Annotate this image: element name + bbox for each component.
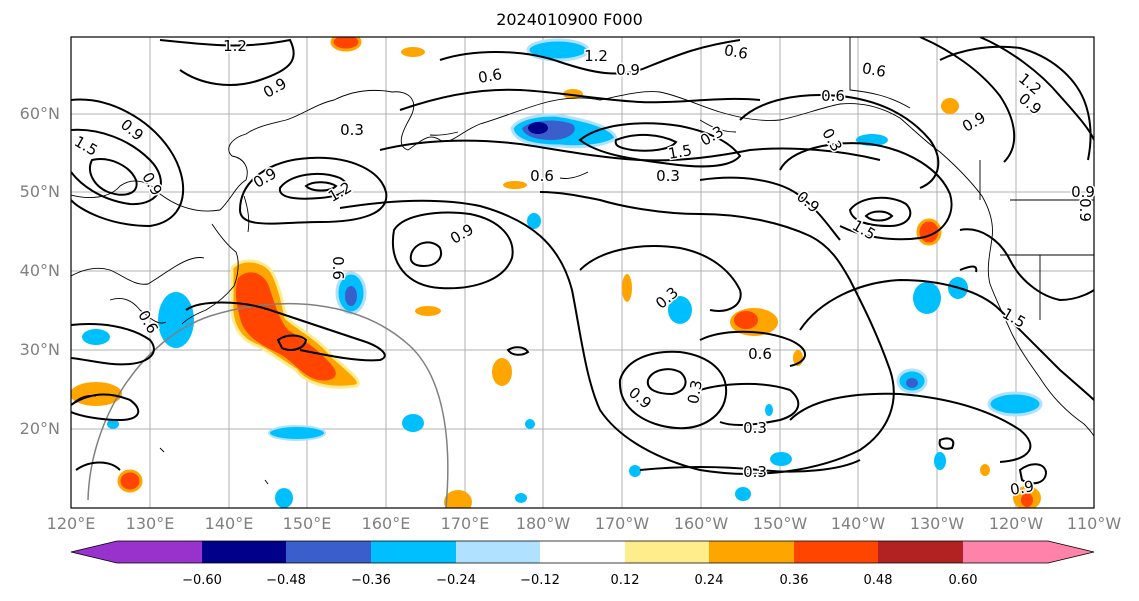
colorbar-swatch bbox=[625, 541, 709, 563]
contour-lines bbox=[71, 37, 1094, 485]
coastlines bbox=[71, 37, 1094, 485]
lat-label: 40°N bbox=[19, 261, 60, 280]
colorbar-swatch bbox=[794, 541, 878, 563]
map-frame bbox=[70, 36, 1095, 509]
map-title: 2024010900 F000 bbox=[496, 10, 643, 29]
lon-label: 170°W bbox=[594, 514, 650, 533]
lon-label: 130°E bbox=[125, 514, 175, 533]
lon-label: 110°W bbox=[1066, 514, 1122, 533]
colorbar-swatch bbox=[371, 541, 456, 563]
contour-label: 0.9 bbox=[447, 220, 477, 248]
colorbar-swatch bbox=[963, 541, 1048, 563]
colorbar-outline bbox=[70, 540, 1095, 564]
colorbar-swatch bbox=[540, 541, 625, 563]
contour-label: 0.6 bbox=[530, 167, 554, 185]
lat-label: 20°N bbox=[19, 419, 60, 438]
lon-label: 160°W bbox=[673, 514, 729, 533]
contour-label: 0.6 bbox=[723, 41, 750, 63]
lon-label: 140°E bbox=[204, 514, 254, 533]
colorbar-swatch bbox=[709, 541, 794, 563]
colorbar-swatch bbox=[117, 541, 202, 563]
colorbar-tick: −0.12 bbox=[520, 573, 560, 588]
colorbar-tick: 0.36 bbox=[779, 573, 809, 588]
colorbar-swatch bbox=[286, 541, 371, 563]
lon-label: 120°E bbox=[46, 514, 96, 533]
lat-label: 30°N bbox=[19, 340, 60, 359]
lon-label: 140°W bbox=[830, 514, 886, 533]
lon-label: 160°E bbox=[361, 514, 411, 533]
colorbar-tick: 0.12 bbox=[610, 573, 640, 588]
contour-label: 1.2 bbox=[223, 37, 247, 55]
contour-label: 1.5 bbox=[999, 304, 1029, 332]
lat-label: 60°N bbox=[19, 104, 60, 123]
colorbar-tick: −0.48 bbox=[266, 573, 306, 588]
contour-label: 0.9 bbox=[1071, 183, 1095, 201]
contour-label: 0.3 bbox=[743, 463, 767, 481]
colorbar-swatch bbox=[202, 541, 286, 563]
contour-label: 0.6 bbox=[748, 345, 772, 363]
colorbar-extend-max bbox=[1048, 541, 1094, 563]
contour-label: 0.3 bbox=[656, 167, 680, 185]
colorbar-tick: −0.60 bbox=[182, 573, 222, 588]
contour-label: 0.9 bbox=[138, 169, 166, 199]
colorbar-tick: 0.48 bbox=[863, 573, 893, 588]
contour-label: 0.6 bbox=[477, 65, 504, 87]
lat-label: 50°N bbox=[19, 182, 60, 201]
contour-label: 1.2 bbox=[584, 47, 608, 65]
contour-label: 1.5 bbox=[667, 141, 694, 163]
colorbar-extend-min bbox=[71, 541, 117, 563]
grey-arc bbox=[87, 303, 449, 508]
contour-label: 0.9 bbox=[250, 164, 280, 192]
contour-label: 0.6 bbox=[821, 87, 845, 105]
contour-label: 0.6 bbox=[861, 59, 888, 81]
contour-label: 0.3 bbox=[340, 121, 364, 139]
contour-label: 0.6 bbox=[329, 256, 347, 280]
contour-label: 0.9 bbox=[1076, 198, 1094, 222]
colorbar-tick: 0.60 bbox=[948, 573, 978, 588]
lon-label: 170°E bbox=[440, 514, 490, 533]
shaded-anomalies bbox=[71, 37, 1043, 508]
contour-label: 0.9 bbox=[616, 61, 640, 79]
contour-label: 0.3 bbox=[743, 419, 767, 437]
contour-label: 0.9 bbox=[959, 108, 989, 136]
colorbar-swatch bbox=[878, 541, 963, 563]
colorbar bbox=[70, 540, 1095, 564]
lon-label: 180°W bbox=[515, 514, 571, 533]
contour-label: 0.3 bbox=[697, 122, 727, 150]
lon-label: 150°W bbox=[752, 514, 808, 533]
contour-label: 1.5 bbox=[71, 132, 101, 160]
colorbar-tick: 0.24 bbox=[694, 573, 724, 588]
colorbar-tick: −0.36 bbox=[351, 573, 391, 588]
lon-label: 120°W bbox=[988, 514, 1044, 533]
lon-label: 150°E bbox=[282, 514, 332, 533]
gridlines bbox=[71, 37, 1094, 508]
colorbar-tick: −0.24 bbox=[436, 573, 476, 588]
lon-label: 130°W bbox=[909, 514, 965, 533]
colorbar-swatch bbox=[456, 541, 540, 563]
contour-label: 0.3 bbox=[684, 379, 706, 406]
